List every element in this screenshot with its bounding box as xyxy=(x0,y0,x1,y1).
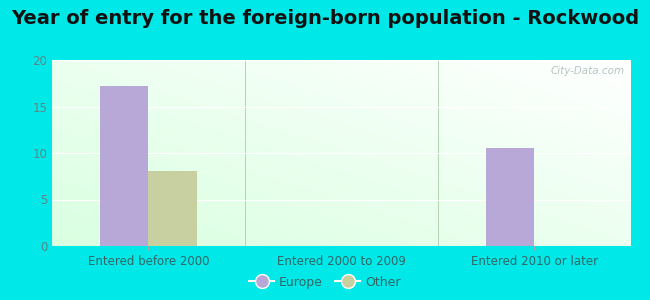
Bar xyxy=(148,171,196,246)
Bar xyxy=(486,148,534,246)
Text: City-Data.com: City-Data.com xyxy=(551,66,625,76)
Legend: Europe, Other: Europe, Other xyxy=(244,271,406,294)
Text: Year of entry for the foreign-born population - Rockwood: Year of entry for the foreign-born popul… xyxy=(11,9,639,28)
Bar xyxy=(100,86,148,246)
